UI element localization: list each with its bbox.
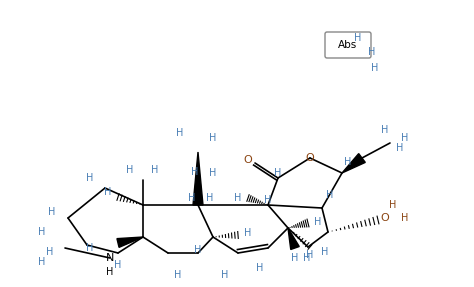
Text: Abs: Abs [338, 40, 357, 50]
Text: N: N [106, 253, 114, 263]
Text: H: H [326, 190, 334, 200]
Text: H: H [396, 143, 404, 153]
Text: H: H [194, 245, 202, 255]
Text: H: H [401, 213, 409, 223]
Text: H: H [104, 187, 112, 197]
Text: H: H [221, 270, 228, 280]
Text: O: O [244, 155, 252, 165]
Text: H: H [401, 133, 409, 143]
Text: H: H [174, 270, 182, 280]
Text: H: H [389, 200, 397, 210]
Text: H: H [303, 253, 310, 263]
Text: H: H [256, 263, 264, 273]
Text: H: H [344, 157, 352, 167]
Text: O: O [381, 213, 389, 223]
Text: H: H [38, 257, 46, 267]
Text: H: H [314, 217, 322, 227]
Text: H: H [368, 47, 376, 57]
Polygon shape [117, 237, 143, 247]
Text: H: H [354, 33, 362, 43]
Text: H: H [381, 125, 389, 135]
Text: H: H [176, 128, 184, 138]
Text: H: H [38, 227, 46, 237]
Text: H: H [151, 165, 159, 175]
Text: H: H [86, 243, 94, 253]
Text: H: H [86, 173, 94, 183]
Text: H: H [244, 228, 252, 238]
Text: H: H [114, 260, 122, 270]
Text: O: O [306, 153, 314, 163]
Text: H: H [306, 250, 314, 260]
Text: H: H [191, 167, 199, 177]
Text: H: H [210, 168, 217, 178]
Text: H: H [321, 247, 328, 257]
Text: H: H [206, 193, 214, 203]
Text: H: H [46, 247, 54, 257]
Text: H: H [106, 267, 114, 277]
Text: H: H [210, 133, 217, 143]
Text: H: H [274, 168, 282, 178]
Polygon shape [193, 152, 203, 205]
Text: H: H [188, 193, 196, 203]
Polygon shape [288, 228, 299, 249]
Text: H: H [292, 253, 299, 263]
Text: H: H [264, 195, 272, 205]
Polygon shape [342, 154, 365, 173]
Text: H: H [234, 193, 242, 203]
Text: H: H [48, 207, 55, 217]
Text: H: H [126, 165, 134, 175]
Text: H: H [371, 63, 379, 73]
FancyBboxPatch shape [325, 32, 371, 58]
